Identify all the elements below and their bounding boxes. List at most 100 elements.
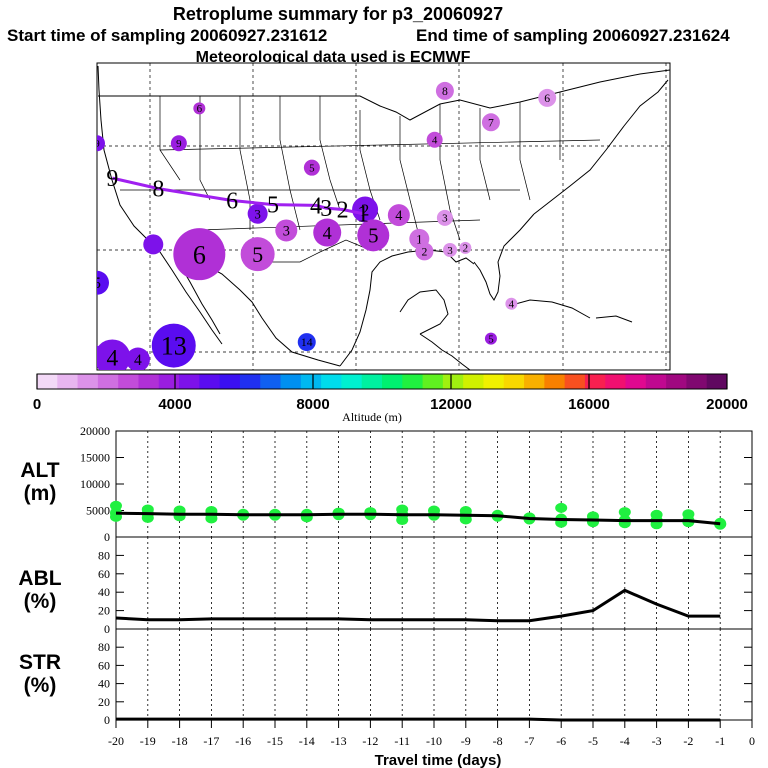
- colorbar-tick-label: 0: [33, 396, 41, 413]
- trajectory-line: [112, 176, 364, 216]
- colorbar-label: Altitude (m): [342, 410, 402, 424]
- plume-cluster-label: 3: [447, 245, 453, 257]
- colorbar-cell: [463, 374, 484, 389]
- x-axis-label: Travel time (days): [375, 752, 502, 768]
- plume-cluster-circle: [426, 131, 443, 148]
- trajectory-day-label: 8: [152, 177, 164, 203]
- colorbar-cell: [442, 374, 464, 389]
- plume-cluster-circle: [173, 228, 226, 281]
- xtick-label: -7: [524, 734, 534, 748]
- trajectory-day-label: 4: [310, 193, 322, 219]
- colorbar-cell: [605, 374, 627, 389]
- plume-cluster-circle: [97, 339, 131, 370]
- colorbar-cell: [219, 374, 241, 389]
- plume-cluster-label: 8: [442, 85, 448, 98]
- xtick-label: -1: [715, 734, 725, 748]
- plume-cluster-circle: [143, 234, 164, 255]
- plume-cluster-label: 6: [197, 103, 203, 115]
- alt-ylabel-line2: (m): [24, 482, 57, 505]
- plume-cluster-label: 2: [422, 245, 428, 258]
- plume-cluster-label: 3: [254, 206, 261, 221]
- colorbar: 0 4000 8000 12000 16000 20000 Altitude (m): [33, 373, 748, 424]
- ytick-label: 20000: [80, 424, 110, 438]
- plume-cluster-circle: [240, 237, 275, 272]
- xtick-label: -19: [140, 734, 156, 748]
- xtick-label: -6: [556, 734, 566, 748]
- plume-cluster-circle: [247, 203, 268, 224]
- xtick-label: -20: [108, 734, 124, 748]
- colorbar-cell: [584, 374, 606, 389]
- colorbar-cell: [300, 374, 322, 389]
- alt-yticks: 20000 15000 10000 5000 0: [80, 424, 752, 544]
- alt-center-dot: [110, 507, 122, 520]
- colorbar-cell: [138, 374, 160, 389]
- plume-cluster-circle: [484, 332, 497, 345]
- colorbar-cell: [402, 374, 424, 389]
- xtick-label: -5: [588, 734, 598, 748]
- colorbar-cell: [524, 374, 545, 389]
- plume-cluster-label: 6: [193, 240, 206, 269]
- abl-panel: ABL (%) 80 60 40 20 0: [18, 536, 753, 636]
- ytick-label: 80: [98, 548, 110, 562]
- plume-cluster-label: 3: [283, 223, 290, 239]
- abl-series-line: [115, 588, 721, 623]
- map-frame: [96, 62, 671, 371]
- ytick-label: 80: [98, 640, 110, 654]
- plume-cluster-label: 2: [463, 243, 469, 255]
- trajectory-day-label: 6: [226, 188, 238, 214]
- xtick-label: -10: [426, 734, 442, 748]
- plume-cluster-circle: [415, 242, 434, 261]
- plume-cluster-label: 1: [88, 349, 96, 366]
- ytick-label: 20: [98, 604, 110, 618]
- colorbar-cell: [625, 374, 647, 389]
- alt-panel: ALT (m) 20000 15000 10000 5000 0: [20, 424, 753, 544]
- plume-cluster-circle: [303, 159, 320, 176]
- plume-cluster-label: 5: [252, 242, 263, 267]
- plume-cluster-circle: [436, 209, 453, 226]
- alt-particle-dot: [618, 507, 631, 518]
- ytick-label: 60: [98, 658, 110, 672]
- xtick-label: -2: [683, 734, 693, 748]
- colorbar-cell: [239, 374, 261, 389]
- plume-cluster-circle: [313, 218, 342, 247]
- colorbar-tick-label: 4000: [158, 396, 191, 413]
- alt-ylabel-line1: ALT: [20, 459, 59, 482]
- colorbar-cell: [666, 374, 687, 389]
- colorbar-tick-label: 16000: [568, 396, 610, 413]
- alt-series-line: [115, 511, 721, 526]
- ytick-label: 0: [104, 713, 110, 727]
- colorbar-cell: [706, 374, 728, 389]
- colorbar-cell: [321, 374, 342, 389]
- plume-cluster-label: 2: [361, 200, 369, 219]
- x-axis-ticks: -20 -19 -18 -17 -16 -15 -14 -13 -12 -11 -10 -9 -8 -7-…: [108, 720, 755, 748]
- plume-cluster-circle: [125, 347, 150, 370]
- colorbar-cell: [361, 374, 383, 389]
- str-ylabel-line2: (%): [24, 674, 57, 697]
- abl-ylabel-line1: ABL: [18, 567, 61, 590]
- colorbar-cell: [97, 374, 119, 389]
- plume-cluster-label: 3: [442, 213, 448, 225]
- trajectory-day-label: 9: [106, 166, 118, 192]
- colorbar-tick-label: 20000: [706, 396, 748, 413]
- end-time: End time of sampling 20060927.231624: [416, 26, 730, 45]
- colorbar-cell: [422, 374, 444, 389]
- xtick-label: -11: [394, 734, 410, 748]
- plume-cluster-circle: [97, 345, 104, 367]
- xtick-label: -9: [461, 734, 471, 748]
- xtick-label: -3: [652, 734, 662, 748]
- plume-cluster-circle: [387, 204, 410, 227]
- coastline-outline: [97, 65, 670, 370]
- ytick-label: 0: [104, 622, 110, 636]
- plume-cluster-circle: [481, 113, 500, 132]
- start-time: Start time of sampling 20060927.231612: [7, 26, 327, 45]
- plume-cluster-label: 9: [94, 138, 100, 150]
- str-yticks: 80 60 40 20 0: [98, 640, 752, 727]
- met-data: Meteorological data used is ECMWF: [196, 49, 471, 66]
- colorbar-cell: [544, 374, 566, 389]
- colorbar-cell: [199, 374, 221, 389]
- plume-cluster-label: 5: [309, 163, 315, 175]
- ytick-label: 10000: [80, 477, 110, 491]
- plume-cluster-circle: [275, 219, 298, 242]
